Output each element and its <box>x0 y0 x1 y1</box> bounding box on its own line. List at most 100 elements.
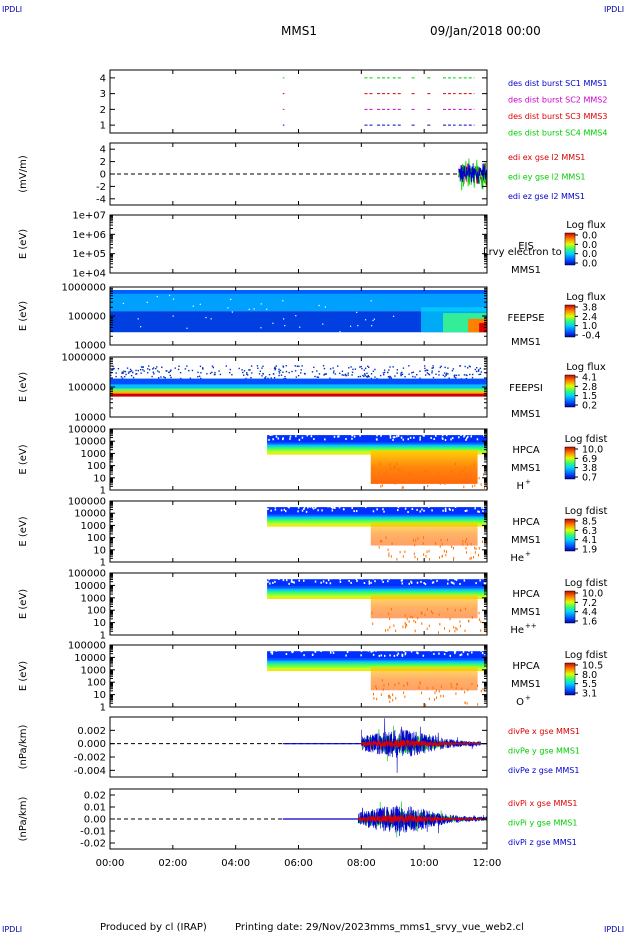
hpca-gap <box>310 435 313 438</box>
hpca-speckle <box>405 623 407 626</box>
feepsi-speckle <box>363 369 366 371</box>
hpca-gap <box>470 435 473 438</box>
hpca-gap <box>322 580 325 583</box>
hpca-speckle <box>438 690 440 693</box>
hpca-speckle <box>440 685 442 688</box>
hpca-gap <box>360 649 363 652</box>
hpca-gap <box>388 577 390 580</box>
hpca-speckle <box>451 545 453 549</box>
hpca-speckle <box>414 555 416 559</box>
feepse-speckle <box>146 301 148 303</box>
feepsi-speckle <box>386 371 389 374</box>
feepse-speckle <box>324 306 326 308</box>
colorbar-feepse-tick-label: 1.0 <box>582 321 597 332</box>
feepsi-speckle <box>374 376 376 378</box>
footer-produced-by: Produced by cl (IRAP) <box>100 922 207 933</box>
hpca-speckle <box>466 537 468 541</box>
feepsi-speckle <box>147 372 149 374</box>
feepsi-speckle <box>143 370 145 372</box>
feepsi-speckle <box>163 376 165 378</box>
feepse-speckle <box>282 300 284 302</box>
feepsi-speckle <box>426 369 429 372</box>
feepsi-speckle <box>465 374 467 376</box>
feepsi-speckle <box>479 367 482 370</box>
hpca-gap <box>280 509 283 512</box>
feepsi-speckle <box>401 371 403 374</box>
panel-hpca_he1-instrument: HPCA <box>512 517 540 528</box>
hpca-speckle <box>478 611 480 615</box>
hpca-gap <box>410 650 413 653</box>
hpca-gap <box>331 506 334 509</box>
hpca-speckle <box>481 540 483 544</box>
feepsi-speckle <box>443 372 446 374</box>
hpca-speckle <box>389 626 391 629</box>
colorbar-feepse <box>564 304 576 338</box>
hpca-speckle <box>425 703 427 707</box>
hpca-top-band <box>267 507 487 515</box>
colorbar-feepse-tick-label: 3.8 <box>582 303 597 314</box>
hpca-speckle <box>435 689 437 692</box>
feepsi-speckle <box>132 371 134 374</box>
panel-feepsi-ylabel: E (eV) <box>18 372 29 402</box>
hpca-gap <box>396 654 399 657</box>
hpca-gap <box>367 649 370 652</box>
feepsi-speckle <box>431 370 433 372</box>
feepsi-speckle <box>250 365 253 367</box>
hpca-gap <box>330 505 332 508</box>
hpca-speckle <box>426 608 428 611</box>
hpca-speckle <box>464 690 466 694</box>
feepsi-speckle <box>432 376 435 379</box>
feepsi-speckle <box>246 374 249 376</box>
hpca-gap <box>309 505 311 508</box>
hpca-gap <box>455 577 457 580</box>
hpca-speckle <box>474 484 476 487</box>
hpca-gap <box>460 433 462 436</box>
hpca-gap <box>396 435 398 438</box>
hpca-gap <box>285 653 288 656</box>
hpca-gap <box>443 653 446 656</box>
feepsi-speckle <box>387 375 390 378</box>
hpca-gap <box>466 437 468 440</box>
hpca-speckle <box>464 629 466 633</box>
hpca-gap <box>430 436 432 439</box>
panel-hpca_he1-ytick-label: 10 <box>93 545 106 556</box>
hpca-gap <box>288 582 290 585</box>
panel-hpca_h-ytick-label: 1 <box>100 486 106 497</box>
hpca-gap <box>462 650 465 653</box>
feepsi-speckle <box>311 371 314 373</box>
feepsi-speckle <box>270 377 272 379</box>
hpca-gap <box>278 578 280 581</box>
feepse-speckle <box>266 308 268 310</box>
hpca-speckle <box>385 536 387 539</box>
panel-divpi-ytick-label: 0.01 <box>84 803 106 814</box>
panel-edi-ytick-label: 4 <box>100 145 106 156</box>
hpca-speckle <box>380 485 382 488</box>
hpca-speckle <box>437 472 439 475</box>
hpca-speckle <box>421 622 423 625</box>
hpca-speckle <box>463 469 465 472</box>
panel-hpca_he2-ytick-label: 1 <box>100 631 106 642</box>
hpca-gap <box>324 438 326 441</box>
hpca-speckle <box>480 620 482 624</box>
hpca-gap <box>477 510 479 513</box>
corner-label-bottom-left: IPDLI <box>2 925 22 934</box>
feepsi-speckle <box>459 365 461 367</box>
feepsi-speckle <box>382 372 385 374</box>
feepsi-speckle <box>177 368 180 371</box>
feepsi-speckle <box>164 376 166 379</box>
feepsi-band-2 <box>110 384 487 389</box>
feepse-speckle <box>295 315 297 317</box>
hpca-gap <box>370 581 372 584</box>
feepsi-speckle <box>347 372 349 374</box>
feepsi-speckle <box>160 376 162 378</box>
feepsi-speckle <box>250 376 252 379</box>
feepsi-speckle <box>128 371 130 373</box>
hpca-gap <box>410 580 412 583</box>
hpca-gap <box>428 505 430 508</box>
hpca-speckle <box>384 472 386 476</box>
legend-divpe-2: divPe z gse MMS1 <box>508 766 579 775</box>
feepsi-speckle <box>440 365 442 368</box>
panel-feepsi-ytick-label: 1000000 <box>61 353 106 364</box>
hpca-gap <box>300 649 303 652</box>
hpca-speckle <box>473 463 475 466</box>
